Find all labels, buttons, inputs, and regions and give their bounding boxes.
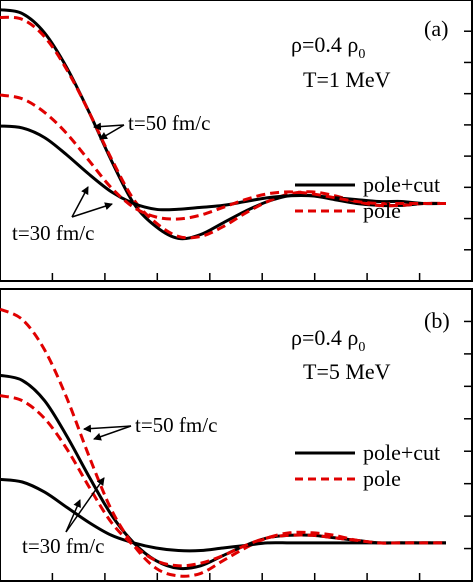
panel-a-curves <box>0 8 447 241</box>
panel-b-curves <box>0 307 446 578</box>
panel-b-series-2-line <box>0 477 446 553</box>
panel-a-t30-arrow-1 <box>71 186 89 218</box>
panel-b-t30-arrow-1 <box>65 499 81 533</box>
panel-a: (a) ρ=0.4 ρ0 T=1 MeV pole+cut pole t=50 … <box>0 0 473 282</box>
panel-a-t30-label: t=30 fm/c <box>12 221 94 245</box>
panel-b-temperature: T=5 MeV <box>303 359 391 384</box>
legend-b-pole: pole <box>363 466 401 491</box>
panel-a-series-2-line <box>0 124 447 212</box>
panel-b-t50-arrow-2 <box>93 425 132 441</box>
panel-a-series-1-line <box>0 15 447 240</box>
panel-b-t50-label: t=50 fm/c <box>135 413 217 437</box>
panel-b-legend: pole+cut pole <box>295 440 440 491</box>
legend-b-pole-cut: pole+cut <box>363 440 440 465</box>
panel-a-frame <box>0 0 473 282</box>
panel-b-t50-arrow-1 <box>83 424 132 433</box>
panel-b-density: ρ=0.4 ρ0 <box>291 325 365 355</box>
panel-b-ticks <box>51 320 472 581</box>
panel-a-temperature: T=1 MeV <box>303 67 391 92</box>
panel-a-t50-arrow-1 <box>93 122 125 131</box>
panel-a-t50-arrow-2 <box>99 124 125 140</box>
panel-b-t30-arrow-2 <box>65 477 105 533</box>
panel-a-series-3-line <box>0 93 446 221</box>
panel-b-frame <box>0 288 473 582</box>
panel-b-series-3-line <box>0 394 446 568</box>
panel-a-label: (a) <box>424 16 448 41</box>
legend-a-pole-cut: pole+cut <box>363 172 440 197</box>
panel-a-t50-label: t=50 fm/c <box>128 111 210 135</box>
panel-a-density: ρ=0.4 ρ0 <box>291 32 365 62</box>
panel-b: (b) ρ=0.4 ρ0 T=5 MeV pole+cut pole t=50 … <box>0 288 473 582</box>
panel-b-label: (b) <box>424 308 450 333</box>
panel-a-t30-arrow-2 <box>71 202 113 218</box>
legend-a-pole: pole <box>363 198 401 223</box>
panel-b-t30-label: t=30 fm/c <box>22 534 104 558</box>
panel-a-legend: pole+cut pole <box>295 172 440 223</box>
panel-a-ticks <box>51 30 472 281</box>
